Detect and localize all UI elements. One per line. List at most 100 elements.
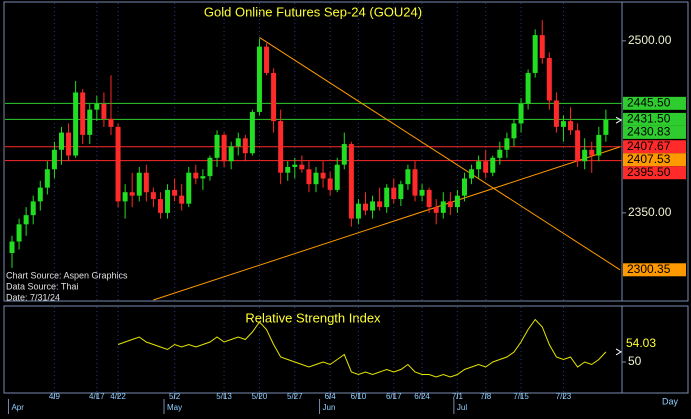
candle-body bbox=[469, 169, 475, 179]
level-label: 2300.35 bbox=[627, 262, 671, 276]
x-tick-label: 5/27 bbox=[287, 392, 303, 401]
level-label-bg bbox=[623, 166, 686, 180]
candle-body bbox=[16, 224, 22, 242]
chart-title: Gold Online Futures Sep-24 (GOU24) bbox=[204, 4, 422, 19]
candle-body bbox=[200, 176, 206, 179]
candle-body bbox=[37, 187, 43, 202]
rsi-panel-frame bbox=[3, 305, 689, 394]
rsi-tick-label: 50 bbox=[628, 354, 642, 368]
candle-body bbox=[419, 189, 425, 196]
month-label: Apr bbox=[11, 403, 24, 412]
level-label-bg bbox=[623, 125, 686, 139]
candle-body bbox=[525, 72, 531, 104]
x-unit: Day bbox=[662, 396, 679, 406]
candle-body bbox=[511, 123, 517, 139]
x-tick-label: 7/15 bbox=[513, 392, 529, 401]
candle-body bbox=[129, 192, 135, 196]
note: Chart Source: Aspen Graphics bbox=[6, 270, 128, 280]
candle-body bbox=[214, 134, 220, 158]
x-tick-label: 6/4 bbox=[325, 392, 337, 401]
candle-body bbox=[377, 201, 383, 208]
candle-body bbox=[271, 72, 277, 122]
level-label: 2445.50 bbox=[627, 96, 671, 110]
trendline bbox=[153, 146, 621, 301]
candle-body bbox=[348, 144, 354, 219]
candle-body bbox=[320, 172, 326, 179]
candle-body bbox=[553, 100, 559, 127]
candle-body bbox=[603, 119, 609, 135]
candle-body bbox=[391, 187, 397, 200]
candle-body bbox=[440, 201, 446, 213]
x-tick-label: 4/9 bbox=[49, 392, 61, 401]
candle-body bbox=[256, 46, 262, 112]
main-panel-frame bbox=[3, 1, 689, 302]
candle-body bbox=[355, 203, 361, 219]
candle-body bbox=[490, 157, 496, 173]
note: Date: 7/31/24 bbox=[6, 292, 60, 302]
candle-body bbox=[264, 46, 270, 73]
x-tick-label: 5/2 bbox=[169, 392, 181, 401]
level-label-bg bbox=[623, 153, 686, 167]
candle-body bbox=[249, 111, 255, 154]
x-tick-label: 5/13 bbox=[216, 392, 232, 401]
candle-body bbox=[186, 172, 192, 204]
candle-body bbox=[518, 103, 524, 124]
candle-body bbox=[327, 178, 333, 190]
candle-body bbox=[575, 130, 581, 162]
x-tick-label: 6/24 bbox=[414, 392, 430, 401]
candle-body bbox=[596, 134, 602, 156]
candle-body bbox=[150, 192, 156, 200]
level-label-bg bbox=[623, 96, 686, 110]
rsi-title: Relative Strength Index bbox=[245, 310, 381, 325]
x-tick-label: 5/20 bbox=[252, 392, 268, 401]
x-tick-label: 4/22 bbox=[110, 392, 126, 401]
note: Data Source: Thai bbox=[6, 281, 78, 291]
candle-body bbox=[228, 146, 234, 162]
rsi-line bbox=[117, 318, 607, 378]
candle-body bbox=[30, 201, 36, 216]
rsi-last-label: 54.03 bbox=[626, 336, 656, 350]
candle-body bbox=[44, 169, 50, 188]
candle-body bbox=[157, 199, 163, 213]
candle-body bbox=[58, 132, 64, 150]
y-tick-label: 2500.00 bbox=[628, 33, 672, 47]
level-label: 2407.53 bbox=[627, 152, 671, 166]
x-tick-label: 7/8 bbox=[480, 392, 492, 401]
candle-body bbox=[242, 138, 248, 154]
candle-body bbox=[51, 149, 57, 170]
x-tick-label: 7/1 bbox=[452, 392, 464, 401]
candle-body bbox=[497, 149, 503, 158]
candle-body bbox=[136, 172, 142, 196]
candle-body bbox=[235, 138, 241, 147]
candle-body bbox=[412, 169, 418, 196]
level-label-bg bbox=[623, 112, 686, 126]
candle-body bbox=[179, 195, 185, 204]
candle-body bbox=[221, 134, 227, 162]
candle-body bbox=[504, 138, 510, 150]
candle-body bbox=[165, 189, 171, 213]
candle-body bbox=[398, 184, 404, 200]
candle-body bbox=[87, 109, 93, 135]
candle-body bbox=[341, 144, 347, 165]
level-label-bg bbox=[623, 140, 686, 154]
last-price-arrow bbox=[615, 116, 622, 124]
month-label: May bbox=[167, 403, 182, 412]
month-label: Jul bbox=[457, 403, 467, 412]
y-tick-label: 2350.00 bbox=[628, 205, 672, 219]
candle-body bbox=[384, 187, 390, 208]
candle-body bbox=[94, 103, 100, 110]
candle-body bbox=[101, 103, 107, 119]
candle-body bbox=[334, 164, 340, 190]
level-label: 2431.50 bbox=[627, 112, 671, 126]
candle-body bbox=[115, 126, 121, 202]
month-label: Jun bbox=[323, 403, 336, 412]
x-tick-label: 6/17 bbox=[386, 392, 402, 401]
level-label: 2395.50 bbox=[627, 165, 671, 179]
level-label: 2430.83 bbox=[627, 125, 671, 139]
candle-body bbox=[405, 169, 411, 185]
candle-body bbox=[582, 149, 588, 162]
candle-body bbox=[363, 203, 368, 211]
x-tick-label: 7/23 bbox=[556, 392, 572, 401]
